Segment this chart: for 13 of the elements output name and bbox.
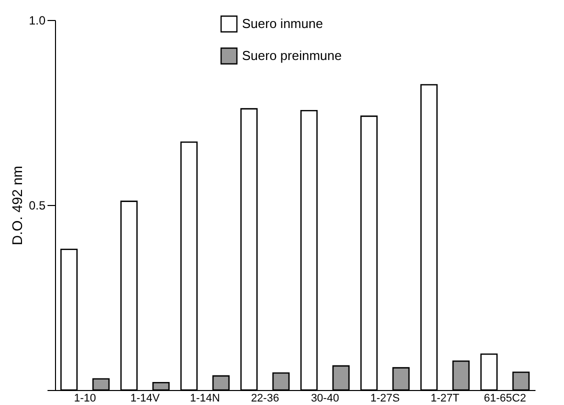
y-tick-label: 0.5 — [28, 198, 46, 212]
x-tick-label: 1-10 — [74, 392, 96, 404]
x-tick-label: 1-14N — [190, 392, 220, 404]
x-tick-label: 1-27T — [430, 392, 460, 404]
x-tick-label: 1-27S — [370, 392, 400, 404]
y-tick-label: 1.0 — [28, 14, 46, 28]
x-tick-label: 22-36 — [250, 392, 280, 404]
y-axis-title: D.O. 492 nm — [8, 166, 25, 246]
x-tick-label: 1-14V — [130, 392, 160, 404]
legend-label: Suero inmune — [242, 16, 323, 31]
x-tick-label: 61-65C2 — [484, 392, 526, 404]
x-tick-label: 30-40 — [310, 392, 340, 404]
legend-label: Suero preinmune — [242, 48, 342, 63]
